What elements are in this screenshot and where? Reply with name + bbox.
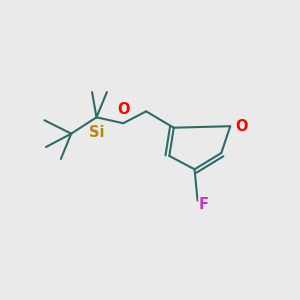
Text: O: O <box>236 119 248 134</box>
Text: O: O <box>117 102 130 117</box>
Text: F: F <box>199 197 209 212</box>
Text: Si: Si <box>89 125 104 140</box>
